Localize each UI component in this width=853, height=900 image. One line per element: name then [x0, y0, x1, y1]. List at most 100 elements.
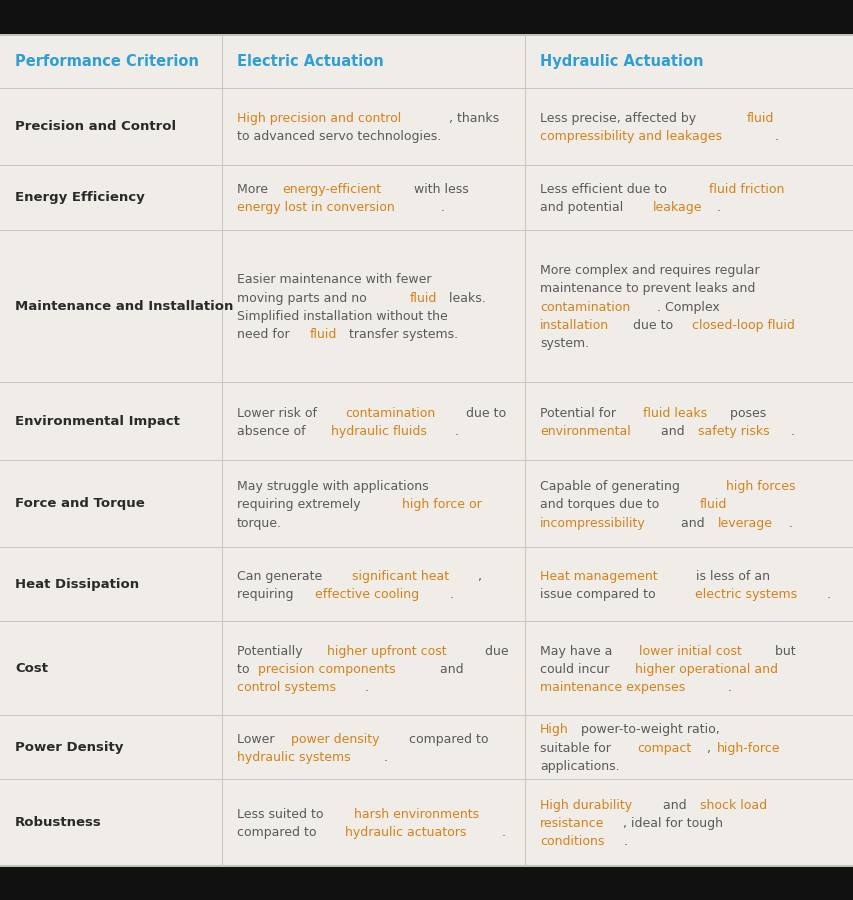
Text: energy-efficient: energy-efficient — [281, 183, 381, 196]
Text: torque.: torque. — [237, 517, 281, 529]
Text: high force or: high force or — [401, 499, 481, 511]
Text: fluid friction: fluid friction — [708, 183, 784, 196]
Text: is less of an: is less of an — [691, 570, 769, 583]
Text: More complex and requires regular: More complex and requires regular — [540, 265, 759, 277]
Text: High durability: High durability — [540, 798, 631, 812]
Text: leakage: leakage — [652, 201, 701, 214]
Text: lower initial cost: lower initial cost — [638, 644, 740, 658]
Text: Can generate: Can generate — [237, 570, 326, 583]
Text: energy lost in conversion: energy lost in conversion — [237, 201, 394, 214]
Text: higher operational and: higher operational and — [634, 663, 777, 676]
Text: but: but — [770, 644, 795, 658]
Text: Robustness: Robustness — [15, 815, 102, 829]
Text: fluid leaks: fluid leaks — [642, 407, 707, 419]
Text: control systems: control systems — [237, 681, 335, 694]
Text: Hydraulic Actuation: Hydraulic Actuation — [540, 54, 703, 68]
Text: resistance: resistance — [540, 817, 604, 830]
Text: compared to: compared to — [237, 826, 320, 839]
Text: effective cooling: effective cooling — [315, 588, 419, 601]
Text: hydraulic fluids: hydraulic fluids — [330, 425, 426, 438]
Text: Potentially: Potentially — [237, 644, 306, 658]
Text: fluid: fluid — [409, 292, 437, 304]
Text: higher upfront cost: higher upfront cost — [327, 644, 446, 658]
Text: due to: due to — [461, 407, 506, 419]
Text: Force and Torque: Force and Torque — [15, 498, 144, 510]
Text: ,: , — [706, 742, 714, 754]
Text: environmental: environmental — [540, 425, 630, 438]
Text: safety risks: safety risks — [697, 425, 769, 438]
Text: Electric Actuation: Electric Actuation — [237, 54, 383, 68]
Text: to: to — [237, 663, 253, 676]
Text: poses: poses — [725, 407, 765, 419]
Text: could incur: could incur — [540, 663, 612, 676]
Text: system.: system. — [540, 337, 589, 350]
Text: fluid: fluid — [699, 499, 726, 511]
Text: contamination: contamination — [345, 407, 435, 419]
Text: May struggle with applications: May struggle with applications — [237, 481, 428, 493]
Text: leaks.: leaks. — [444, 292, 485, 304]
Text: ,: , — [477, 570, 481, 583]
Text: due: due — [481, 644, 508, 658]
Text: , thanks: , thanks — [449, 112, 498, 125]
Text: and: and — [659, 798, 690, 812]
Text: .: . — [623, 835, 627, 848]
Text: and torques due to: and torques due to — [540, 499, 663, 511]
Text: .: . — [449, 588, 453, 601]
Text: hydraulic systems: hydraulic systems — [237, 751, 351, 764]
Text: Cost: Cost — [15, 662, 48, 675]
Text: Simplified installation without the: Simplified installation without the — [237, 310, 447, 322]
Text: power-to-weight ratio,: power-to-weight ratio, — [577, 724, 719, 736]
Text: fluid: fluid — [310, 328, 337, 341]
Text: significant heat: significant heat — [351, 570, 449, 583]
Text: Less suited to: Less suited to — [237, 808, 328, 821]
Text: harsh environments: harsh environments — [353, 808, 479, 821]
Text: More: More — [237, 183, 272, 196]
Text: suitable for: suitable for — [540, 742, 614, 754]
Text: and: and — [657, 425, 688, 438]
Text: high forces: high forces — [725, 481, 794, 493]
Text: conditions: conditions — [540, 835, 604, 848]
Text: . Complex: . Complex — [656, 301, 718, 313]
Text: electric systems: electric systems — [693, 588, 796, 601]
Text: Environmental Impact: Environmental Impact — [15, 415, 180, 428]
Text: to advanced servo technologies.: to advanced servo technologies. — [237, 130, 441, 143]
Text: High: High — [540, 724, 568, 736]
Text: Less efficient due to: Less efficient due to — [540, 183, 670, 196]
Text: absence of: absence of — [237, 425, 310, 438]
Text: installation: installation — [540, 319, 609, 332]
Text: fluid: fluid — [746, 112, 774, 125]
Text: closed-loop fluid: closed-loop fluid — [691, 319, 793, 332]
Text: Performance Criterion: Performance Criterion — [15, 54, 199, 68]
Text: High precision and control: High precision and control — [237, 112, 401, 125]
Text: incompressibility: incompressibility — [540, 517, 645, 529]
Text: compressibility and leakages: compressibility and leakages — [540, 130, 722, 143]
Text: requiring extremely: requiring extremely — [237, 499, 364, 511]
Text: and: and — [435, 663, 463, 676]
Text: requiring: requiring — [237, 588, 297, 601]
Text: Precision and Control: Precision and Control — [15, 120, 176, 133]
Text: .: . — [501, 826, 505, 839]
Text: .: . — [826, 588, 829, 601]
Text: due to: due to — [629, 319, 676, 332]
Text: and: and — [676, 517, 707, 529]
Text: compared to: compared to — [404, 733, 488, 745]
Text: precision components: precision components — [258, 663, 396, 676]
Text: hydraulic actuators: hydraulic actuators — [345, 826, 466, 839]
Text: compact: compact — [636, 742, 690, 754]
Text: high-force: high-force — [717, 742, 780, 754]
Text: .: . — [383, 751, 387, 764]
Text: .: . — [364, 681, 368, 694]
Text: issue compared to: issue compared to — [540, 588, 659, 601]
Text: and potential: and potential — [540, 201, 627, 214]
Text: Easier maintenance with fewer: Easier maintenance with fewer — [237, 274, 431, 286]
Text: Less precise, affected by: Less precise, affected by — [540, 112, 699, 125]
Text: .: . — [716, 201, 720, 214]
Text: , ideal for tough: , ideal for tough — [623, 817, 722, 830]
Text: maintenance expenses: maintenance expenses — [540, 681, 685, 694]
Text: .: . — [454, 425, 458, 438]
Text: moving parts and no: moving parts and no — [237, 292, 370, 304]
Text: need for: need for — [237, 328, 293, 341]
Text: .: . — [727, 681, 731, 694]
Text: Power Density: Power Density — [15, 741, 123, 753]
Text: Heat management: Heat management — [540, 570, 657, 583]
